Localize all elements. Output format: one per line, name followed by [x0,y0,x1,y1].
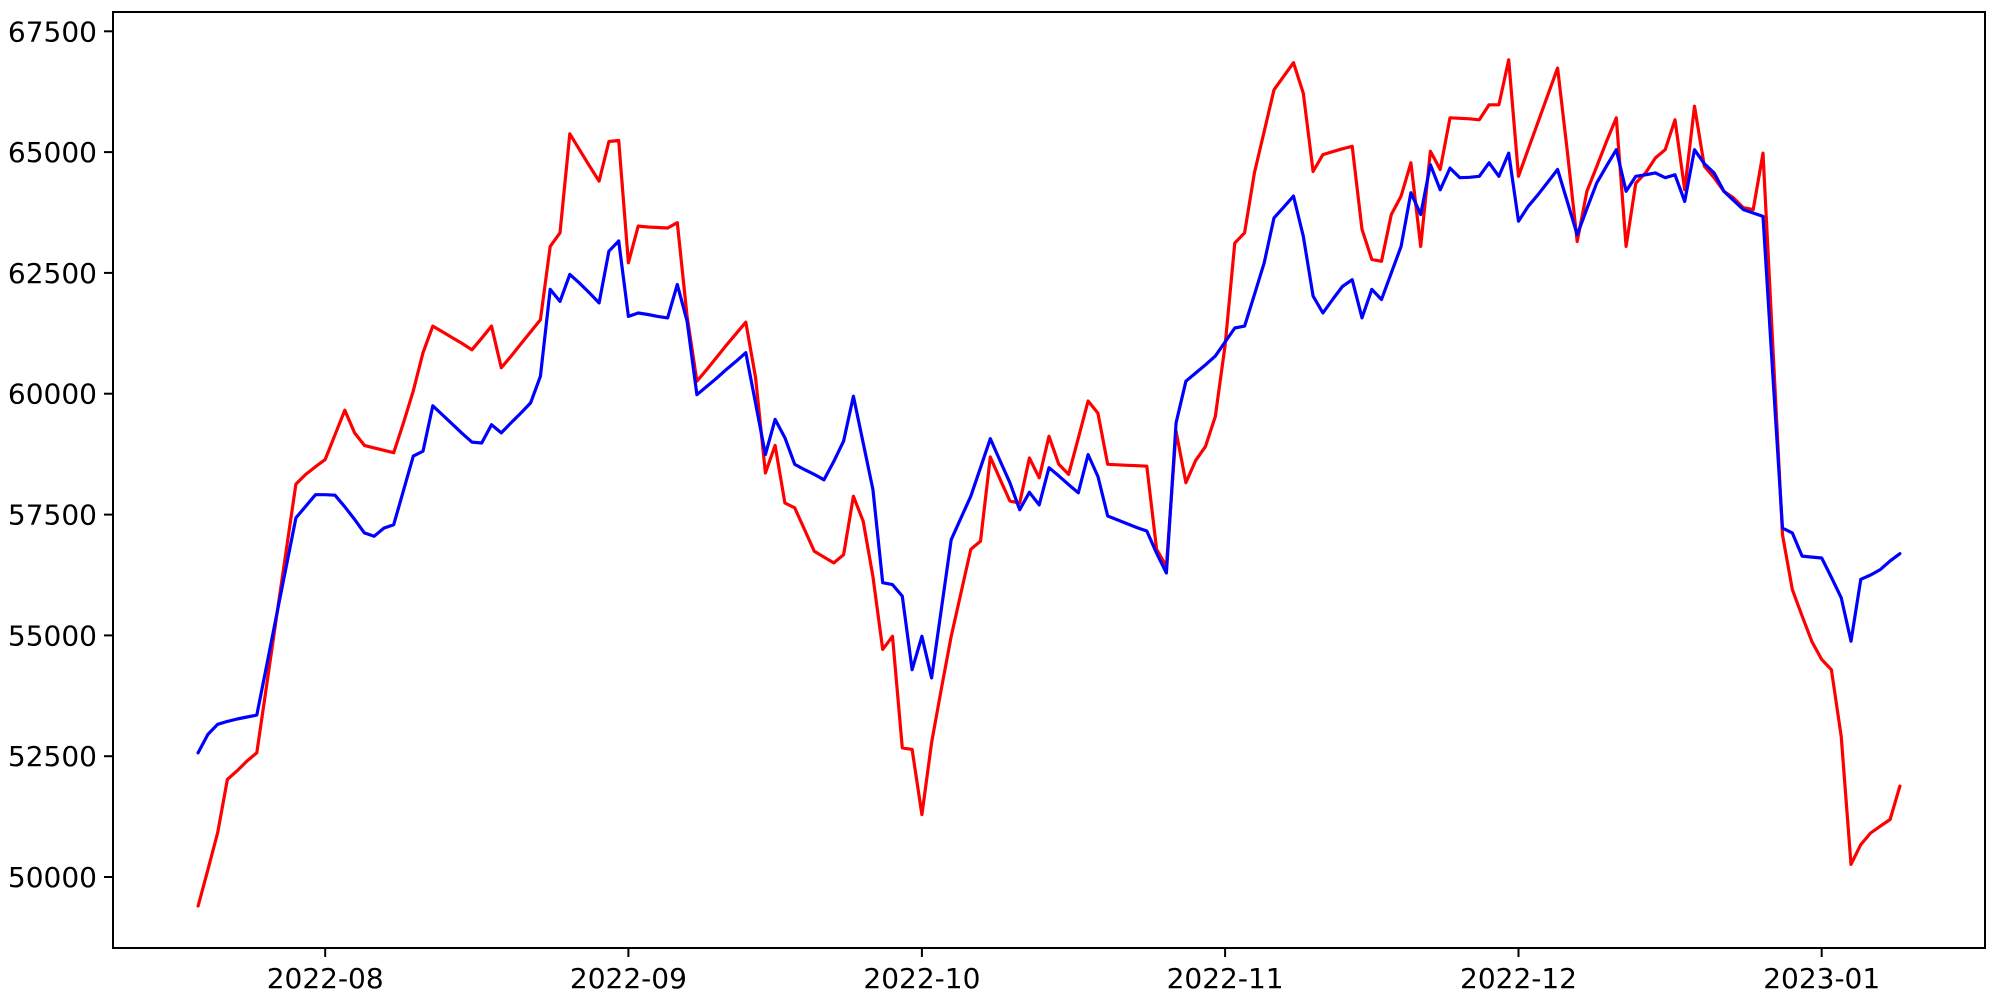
plot-border [112,11,1986,949]
y-tick-label: 52500 [8,740,97,773]
y-tick-label: 57500 [8,499,97,532]
y-tick-label: 67500 [8,15,97,48]
x-tick-label: 2022-12 [1460,962,1577,995]
x-tick-label: 2023-01 [1763,962,1880,995]
y-tick-label: 60000 [8,378,97,411]
x-tick-label: 2022-09 [570,962,687,995]
series-red [196,58,1902,908]
x-tick-label: 2022-08 [267,962,384,995]
y-tick-label: 65000 [8,136,97,169]
series-blue [196,148,1902,755]
y-tick-label: 55000 [8,619,97,652]
y-tick-label: 62500 [8,257,97,290]
y-tick-label: 50000 [8,861,97,894]
x-tick-label: 2022-10 [863,962,980,995]
x-tick-label: 2022-11 [1167,962,1284,995]
